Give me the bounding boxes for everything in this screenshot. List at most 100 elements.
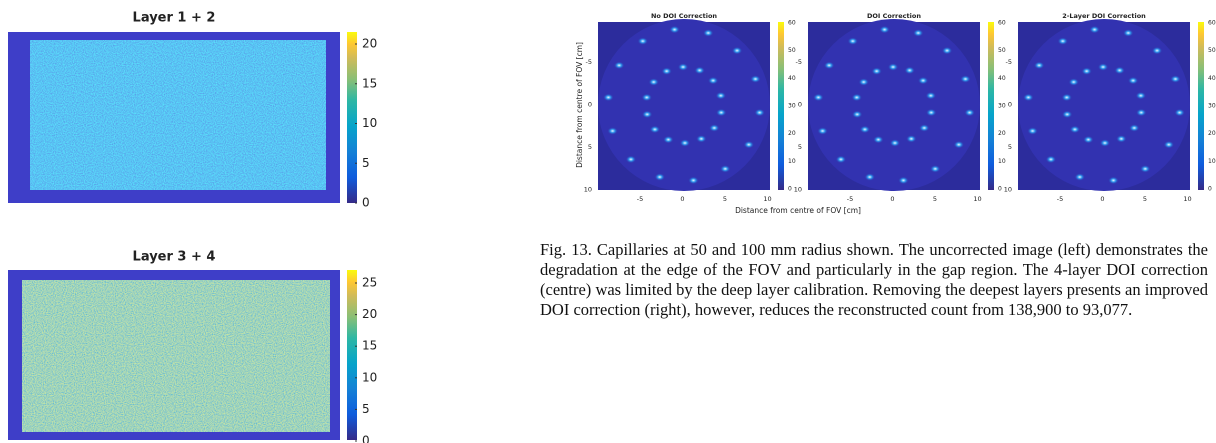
capillary	[749, 75, 761, 84]
capillary	[648, 78, 660, 87]
x-tick-label: 0	[680, 195, 684, 203]
capillary	[925, 108, 937, 117]
colorbar-tick-label: 30	[788, 103, 796, 110]
colorbar-tick-label: 10	[788, 158, 796, 165]
x-tick-label: 5	[933, 195, 937, 203]
capillary	[904, 66, 916, 75]
capillary	[953, 140, 965, 149]
x-tick-label: 10	[973, 195, 981, 203]
capillary	[1139, 164, 1151, 173]
y-tick-label: 5	[1008, 143, 1012, 151]
colorbar-tick-label: 0	[362, 434, 370, 443]
capillary	[654, 173, 666, 182]
colorbar-tick-label: 20	[1208, 130, 1216, 137]
colorbar-tick-label: 5	[362, 156, 370, 170]
capillary	[1061, 110, 1073, 119]
capillary	[669, 25, 681, 34]
capillary	[1057, 37, 1069, 46]
capillary	[858, 78, 870, 87]
capillary	[917, 76, 929, 85]
capillary	[1045, 155, 1057, 164]
capillary	[1033, 61, 1045, 70]
capillary	[887, 63, 899, 72]
capillary	[641, 93, 653, 102]
colorbar-tick-label: 20	[362, 307, 377, 321]
fov-circle	[598, 19, 770, 191]
capillary	[1082, 135, 1094, 144]
x-tick-label: 0	[890, 195, 894, 203]
colorbar	[778, 22, 784, 190]
x-tick-label: 0	[1100, 195, 1104, 203]
capillary	[872, 135, 884, 144]
colorbar	[347, 32, 357, 203]
capillary	[851, 110, 863, 119]
capillary	[694, 66, 706, 75]
y-tick-label: -5	[586, 58, 592, 66]
x-tick-label: -5	[847, 195, 853, 203]
capillary	[1107, 176, 1119, 185]
panel-title: DOI Correction	[867, 12, 921, 20]
capillary	[817, 126, 829, 135]
capillary	[679, 138, 691, 147]
colorbar	[988, 22, 994, 190]
y-axis-label: Distance from centre of FOV [cm]	[575, 42, 584, 168]
capillary	[1081, 67, 1093, 76]
colorbar-tick-label: 30	[998, 103, 1006, 110]
capillary	[889, 138, 901, 147]
capillary	[1135, 108, 1147, 117]
capillary	[871, 67, 883, 76]
colorbar-tick-label: 60	[788, 20, 796, 27]
capillary	[1097, 63, 1109, 72]
fov-circle	[808, 19, 980, 191]
capillary	[964, 108, 976, 117]
colorbar-tick-label: 20	[788, 130, 796, 137]
capillary	[1122, 28, 1134, 37]
capillary	[918, 123, 930, 132]
capillary	[743, 140, 755, 149]
colorbar-tick-label: 5	[362, 402, 370, 416]
colorbar-tick-label: 10	[362, 370, 377, 384]
colorbar-tick-label: 20	[998, 130, 1006, 137]
colorbar-tick-label: 50	[998, 47, 1006, 54]
capillary	[607, 126, 619, 135]
capillary	[719, 164, 731, 173]
capillary	[912, 28, 924, 37]
capillary	[1074, 173, 1086, 182]
capillary	[1127, 76, 1139, 85]
colorbar-tick-label: 0	[998, 186, 1002, 193]
capillary	[941, 46, 953, 55]
capillary	[905, 134, 917, 143]
capillary	[1169, 75, 1181, 84]
capillary	[637, 37, 649, 46]
capillary	[662, 135, 674, 144]
capillary	[851, 93, 863, 102]
y-tick-label: 10	[1004, 186, 1012, 194]
x-tick-label: 5	[1143, 195, 1147, 203]
capillary	[1114, 66, 1126, 75]
capillary	[929, 164, 941, 173]
y-tick-label: 10	[584, 186, 592, 194]
capillary	[879, 25, 891, 34]
capillary	[641, 110, 653, 119]
colorbar-tick-label: 15	[362, 76, 377, 90]
panel-title: No DOI Correction	[651, 12, 717, 20]
colorbar-tick-label: 0	[362, 196, 370, 210]
colorbar-tick-label: 0	[788, 186, 792, 193]
capillary	[625, 155, 637, 164]
capillary	[1068, 78, 1080, 87]
y-tick-label: -5	[796, 58, 802, 66]
capillary	[1027, 126, 1039, 135]
colorbar-tick-label: 25	[362, 276, 377, 290]
y-tick-label: -5	[1006, 58, 1012, 66]
capillary	[1099, 138, 1111, 147]
capillary	[661, 67, 673, 76]
capillary	[1174, 108, 1186, 117]
capillary	[835, 155, 847, 164]
caption: Fig. 13. Capillaries at 50 and 100 mm ra…	[540, 240, 1208, 319]
colorbar-tick-label: 40	[1208, 75, 1216, 82]
colorbar-tick-label: 10	[998, 158, 1006, 165]
y-tick-label: 0	[588, 101, 592, 109]
colorbar-tick-label: 60	[998, 20, 1006, 27]
x-axis-label: Distance from centre of FOV [cm]	[735, 206, 861, 215]
